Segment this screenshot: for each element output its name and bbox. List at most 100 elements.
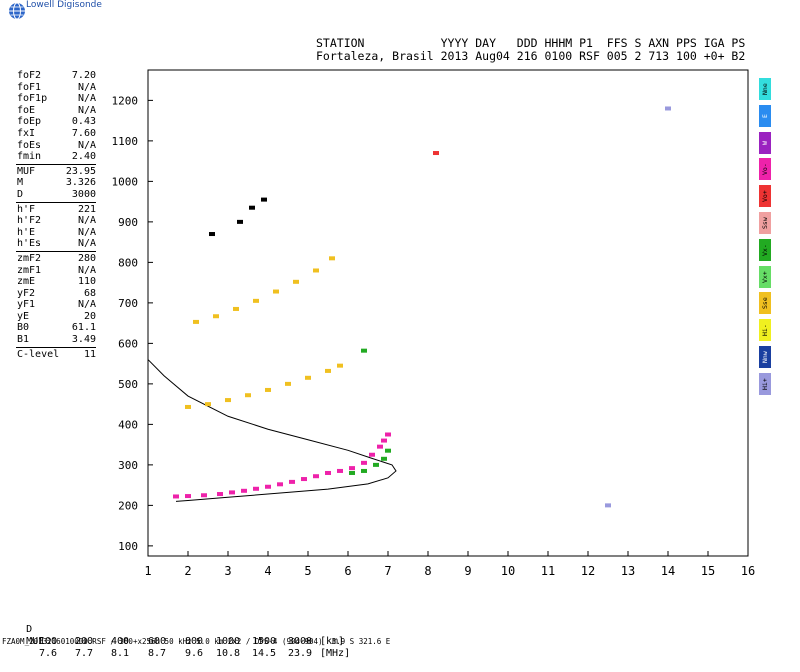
echo-point xyxy=(325,368,331,373)
echo-point xyxy=(253,486,259,491)
electron-density-profile xyxy=(147,359,397,502)
param-label: fmin xyxy=(17,151,42,163)
legend-label: Nnw xyxy=(761,351,769,363)
param-row: C-level 11 xyxy=(0,349,100,361)
param-value: 3.326 xyxy=(65,177,96,189)
echo-point xyxy=(385,432,391,437)
echo-point xyxy=(293,279,299,284)
echo-point xyxy=(361,460,367,465)
param-value: 20 xyxy=(83,310,96,322)
y-tick-label: 900 xyxy=(118,216,138,229)
echo-point xyxy=(313,474,319,479)
y-tick-label: 700 xyxy=(118,297,138,310)
param-row: D 3000 xyxy=(0,189,100,201)
distance-value: 3000 xyxy=(287,636,313,647)
echo-point xyxy=(381,456,387,461)
y-tick-label: 1200 xyxy=(112,94,139,107)
y-tick-label: 800 xyxy=(118,256,138,269)
echo-point xyxy=(381,438,387,443)
param-row: h'E N/A xyxy=(0,227,100,239)
echo-point xyxy=(325,470,331,475)
param-value: N/A xyxy=(77,139,96,151)
param-label: fxI xyxy=(17,127,36,139)
param-separator xyxy=(16,250,96,252)
brand-title: Lowell Digisonde xyxy=(26,0,102,10)
y-tick-label: 500 xyxy=(118,378,138,391)
param-label: h'E xyxy=(17,226,36,238)
param-label: B0 xyxy=(17,322,30,334)
distance-value: 1500 xyxy=(251,636,277,647)
x-tick-label: 2 xyxy=(184,564,191,578)
legend-swatch: Vx+ xyxy=(759,265,771,288)
muf-label: MUF xyxy=(26,636,45,647)
legend-swatch: Nne xyxy=(759,78,771,100)
param-row: foF2 7.20 xyxy=(0,70,100,82)
echo-point xyxy=(377,444,383,449)
param-label: h'F xyxy=(17,203,36,215)
param-row: yE 20 xyxy=(0,311,100,323)
x-tick-label: 4 xyxy=(264,564,271,578)
echo-point xyxy=(209,232,215,237)
legend-swatch: E xyxy=(759,104,771,127)
param-value: N/A xyxy=(77,238,96,250)
legend-swatch: Vo- xyxy=(759,158,771,181)
param-separator xyxy=(16,163,96,165)
distance-value: 600 xyxy=(147,636,167,647)
param-row: zmE 110 xyxy=(0,276,100,288)
param-row: fxI 7.60 xyxy=(0,128,100,140)
echo-point xyxy=(349,466,355,471)
legend-swatch: Hi- xyxy=(759,319,771,342)
param-row: foEs N/A xyxy=(0,140,100,152)
param-label: h'F2 xyxy=(17,215,42,227)
legend-swatch: Hi+ xyxy=(759,372,771,395)
x-tick-label: 15 xyxy=(701,564,715,578)
x-tick-label: 14 xyxy=(661,564,675,578)
param-row: h'F 221 xyxy=(0,204,100,216)
param-row: foEp 0.43 xyxy=(0,116,100,128)
echo-point xyxy=(313,268,319,273)
echo-point xyxy=(285,381,291,386)
echo-point xyxy=(273,289,279,294)
param-value: 2.40 xyxy=(71,151,96,163)
echo-point xyxy=(277,482,283,487)
x-tick-label: 13 xyxy=(621,564,635,578)
legend-label: Hi+ xyxy=(761,377,769,390)
param-value: 110 xyxy=(77,276,96,288)
echo-point xyxy=(361,348,367,353)
param-label: yF2 xyxy=(17,287,36,299)
echo-point xyxy=(233,306,239,311)
param-separator xyxy=(16,201,96,203)
x-tick-label: 16 xyxy=(741,564,755,578)
echo-point xyxy=(361,468,367,473)
param-separator xyxy=(16,346,96,348)
x-tick-label: 12 xyxy=(581,564,595,578)
unit-label: [km] xyxy=(320,636,345,647)
param-row: fmin 2.40 xyxy=(0,151,100,163)
ionogram-plot: 1 2 3 4 5 6 7 8 9 10 11 12 13 14 15 1610020030040050060… xyxy=(112,69,755,578)
legend-label: E xyxy=(761,113,769,118)
param-label: B1 xyxy=(17,334,30,346)
param-row: MUF 23.95 xyxy=(0,166,100,178)
param-value: 61.1 xyxy=(71,322,96,334)
echo-point xyxy=(369,452,375,457)
echo-point xyxy=(301,477,307,482)
legend-swatch: Nnw xyxy=(759,345,771,368)
legend-label: Vo+ xyxy=(761,190,769,203)
distance-value: 800 xyxy=(184,636,204,647)
x-tick-label: 1 xyxy=(144,564,151,578)
legend-label: Ssw xyxy=(761,217,769,229)
param-value: N/A xyxy=(77,299,96,311)
y-tick-label: 300 xyxy=(118,459,138,472)
param-label: MUF xyxy=(17,165,36,177)
legend-swatch: Vo+ xyxy=(759,185,771,208)
param-label: foF1 xyxy=(17,81,42,93)
echo-point xyxy=(241,488,247,493)
param-value: N/A xyxy=(77,81,96,93)
param-row: foF1p N/A xyxy=(0,93,100,105)
legend-label: Hi- xyxy=(761,324,769,337)
distance-value: 1000 xyxy=(215,636,241,647)
y-tick-label: 100 xyxy=(118,540,138,553)
echo-point xyxy=(337,363,343,368)
param-label: yF1 xyxy=(17,299,36,311)
param-value: 7.20 xyxy=(71,70,96,81)
